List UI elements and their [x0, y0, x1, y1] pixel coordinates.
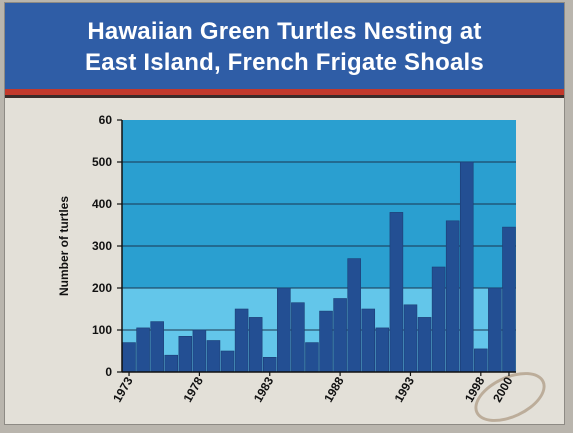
bar-1978	[192, 329, 207, 373]
x-tick-label-1993: 1993	[392, 374, 418, 404]
bar-1997	[459, 161, 474, 373]
bar-1984	[277, 287, 291, 373]
x-tick-label-2000: 2000	[490, 374, 516, 404]
bar-1998	[474, 348, 488, 373]
bar-1987	[319, 310, 333, 373]
bar-1989	[347, 258, 361, 373]
bar-1990	[361, 308, 376, 373]
bar-1985	[291, 302, 305, 373]
title-line-1: Hawaiian Green Turtles Nesting at	[87, 18, 482, 45]
bar-1991	[375, 327, 390, 373]
x-tick-label-1978: 1978	[181, 374, 207, 404]
y-tick-label-600: 60	[99, 113, 113, 127]
y-tick-label-0: 0	[105, 365, 112, 379]
bar-1973	[122, 342, 136, 373]
bar-1986	[305, 342, 319, 373]
bar-1981	[234, 308, 249, 373]
red-stripe	[5, 89, 564, 95]
bar-1982	[248, 317, 263, 373]
y-tick-label-400: 400	[92, 197, 112, 211]
title-banner: Hawaiian Green Turtles Nesting at East I…	[5, 3, 564, 89]
x-tick-label-1988: 1988	[321, 374, 347, 404]
bar-1993	[403, 304, 418, 373]
bar-2000	[502, 226, 516, 373]
bar-1983	[262, 356, 277, 373]
y-tick-label-100: 100	[92, 323, 112, 337]
x-tick-label-1983: 1983	[251, 374, 277, 404]
bar-1975	[150, 321, 164, 373]
bar-1974	[136, 327, 150, 373]
bar-1976	[164, 354, 179, 373]
chart-title: Hawaiian Green Turtles Nesting at East I…	[5, 16, 564, 78]
bar-1977	[178, 335, 193, 373]
bar-1999	[488, 287, 502, 373]
bar-1988	[333, 298, 347, 373]
bar-1979	[206, 340, 221, 373]
bar-1980	[220, 350, 235, 373]
title-line-2: East Island, French Frigate Shoals	[85, 49, 484, 76]
bar-1995	[431, 266, 446, 373]
bar-1994	[417, 317, 432, 373]
y-axis-label: Number of turtles	[57, 196, 71, 296]
y-tick-label-300: 300	[92, 239, 112, 253]
y-tick-label-500: 500	[92, 155, 112, 169]
y-tick-label-200: 200	[92, 281, 112, 295]
bar-1992	[389, 212, 404, 373]
x-tick-label-1998: 1998	[462, 374, 488, 404]
bar-1996	[445, 220, 460, 373]
x-tick-label-1973: 1973	[110, 374, 136, 404]
dark-stripe	[5, 95, 564, 98]
